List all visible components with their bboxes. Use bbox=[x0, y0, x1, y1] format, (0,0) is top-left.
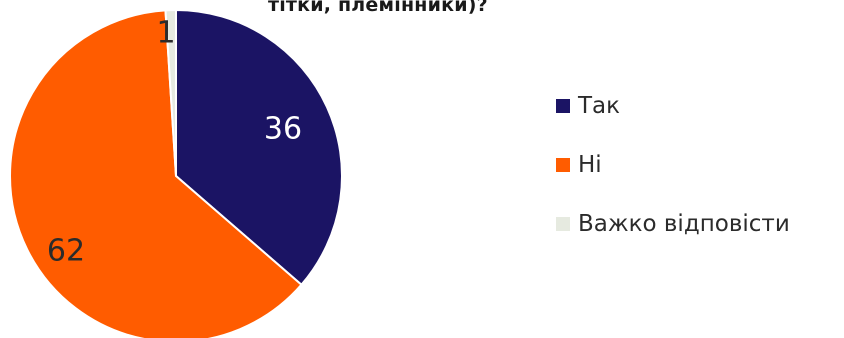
legend-label: Так bbox=[578, 93, 621, 119]
pie-slice-1 bbox=[9, 9, 303, 338]
legend-item-vazhko: Важко відповісти bbox=[556, 206, 790, 242]
legend-swatch bbox=[556, 158, 570, 172]
legend-label: Ні bbox=[578, 152, 602, 178]
data-label-0: 36 bbox=[264, 112, 302, 147]
legend-swatch bbox=[556, 99, 570, 113]
legend-item-tak: Так bbox=[556, 88, 790, 124]
legend-item-ni: Ні bbox=[556, 147, 790, 183]
chart-title: тітки, племінники)? bbox=[268, 0, 488, 16]
data-label-1: 62 bbox=[47, 234, 85, 269]
pie-slice-2 bbox=[164, 8, 177, 177]
data-label-2: 1 bbox=[156, 16, 175, 51]
pie-slice-0 bbox=[175, 8, 343, 287]
legend-swatch bbox=[556, 217, 570, 231]
legend-label: Важко відповісти bbox=[578, 211, 790, 237]
legend: Так Ні Важко відповісти bbox=[556, 88, 790, 265]
